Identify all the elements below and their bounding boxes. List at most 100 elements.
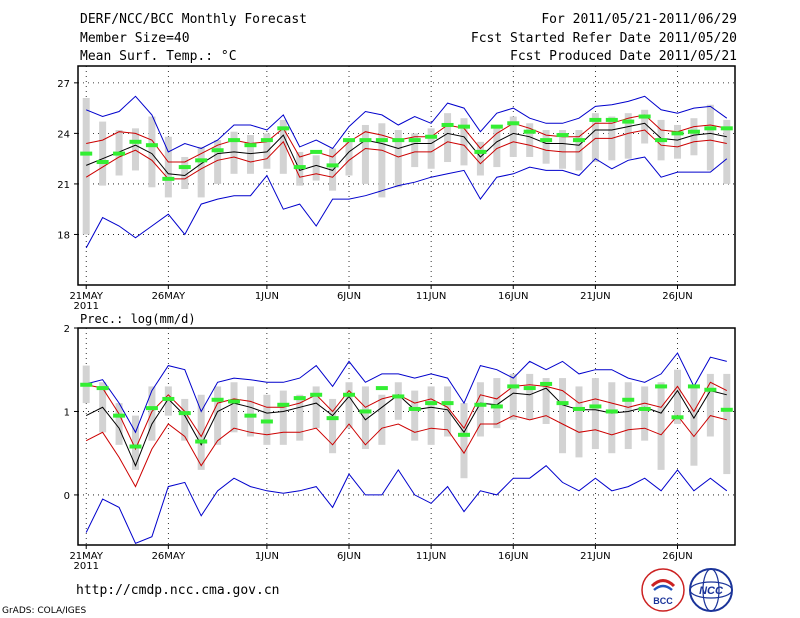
spread-box bbox=[263, 133, 271, 169]
median-marker bbox=[490, 404, 503, 409]
spread-box bbox=[394, 382, 402, 420]
precip-panel-title: Prec.: log(mm/d) bbox=[80, 312, 196, 326]
median-marker bbox=[507, 384, 520, 389]
spread-box bbox=[411, 133, 419, 168]
spread-box bbox=[624, 382, 632, 450]
spread-box bbox=[526, 123, 534, 157]
median-marker bbox=[490, 124, 503, 129]
median-marker bbox=[145, 143, 158, 148]
median-marker bbox=[244, 143, 257, 148]
spread-box bbox=[476, 382, 484, 437]
x-tick-label: 11JUN bbox=[416, 551, 446, 562]
spread-box bbox=[706, 373, 714, 437]
series-max-line bbox=[86, 352, 727, 434]
spread-box bbox=[312, 386, 320, 429]
spread-box bbox=[444, 386, 452, 437]
spread-box bbox=[164, 136, 172, 198]
median-marker bbox=[704, 126, 717, 131]
spread-box bbox=[427, 386, 435, 445]
series-mean-line bbox=[85, 387, 727, 468]
member-size-label: Member Size=40 bbox=[80, 31, 190, 46]
median-marker bbox=[425, 134, 438, 139]
spread-box bbox=[230, 131, 238, 174]
x-tick-label: 26MAY bbox=[152, 291, 186, 302]
median-marker bbox=[622, 397, 635, 402]
x-tick-label: 11JUN bbox=[416, 291, 446, 302]
median-marker bbox=[441, 122, 454, 127]
plot-frame bbox=[77, 65, 736, 286]
spread-box bbox=[493, 128, 501, 168]
median-marker bbox=[589, 117, 602, 122]
spread-box bbox=[378, 394, 386, 445]
series-min-line bbox=[85, 156, 728, 249]
spread-box bbox=[197, 146, 205, 198]
forecast-period: For 2011/05/21-2011/06/29 bbox=[541, 12, 737, 27]
median-marker bbox=[359, 138, 372, 143]
x-tick-label: 26JUN bbox=[662, 551, 692, 562]
median-marker bbox=[687, 384, 700, 389]
source-url[interactable]: http://cmdp.ncc.cma.gov.cn bbox=[76, 583, 280, 598]
spread-box bbox=[345, 140, 353, 176]
median-marker bbox=[457, 124, 470, 129]
grads-credit: GrADS: COLA/IGES bbox=[2, 606, 87, 616]
spread-box bbox=[411, 390, 419, 441]
median-marker bbox=[260, 419, 273, 424]
spread-box bbox=[657, 382, 665, 470]
spread-box bbox=[509, 116, 517, 157]
x-tick-label: 21MAY bbox=[69, 291, 103, 302]
x-tick-label: 16JUN bbox=[498, 551, 528, 562]
spread-box bbox=[723, 119, 731, 184]
median-marker bbox=[408, 138, 421, 143]
median-marker bbox=[392, 394, 405, 399]
median-marker bbox=[556, 133, 569, 138]
y-tick-label: 0 bbox=[64, 491, 70, 502]
spread-box bbox=[526, 373, 534, 420]
spread-box bbox=[378, 123, 386, 198]
spread-box bbox=[214, 386, 222, 445]
median-marker bbox=[260, 138, 273, 143]
median-marker bbox=[523, 386, 536, 391]
bcc-logo-text: BCC bbox=[653, 596, 673, 606]
median-marker bbox=[556, 401, 569, 406]
spread-box bbox=[460, 403, 468, 479]
spread-box bbox=[575, 386, 583, 458]
spread-box bbox=[329, 398, 337, 454]
spread-box bbox=[542, 130, 550, 164]
spread-box bbox=[509, 373, 517, 420]
spread-box bbox=[706, 104, 714, 171]
y-tick-label: 27 bbox=[57, 79, 70, 90]
median-marker bbox=[638, 406, 651, 411]
median-marker bbox=[540, 381, 553, 386]
median-marker bbox=[375, 138, 388, 143]
forecast-produced-date: Fcst Produced Date 2011/05/21 bbox=[510, 49, 737, 64]
median-marker bbox=[507, 121, 520, 126]
median-marker bbox=[129, 444, 142, 449]
plot-frame bbox=[77, 327, 736, 546]
spread-box bbox=[197, 394, 205, 470]
spread-box bbox=[296, 394, 304, 441]
median-marker bbox=[310, 149, 323, 154]
spread-box bbox=[444, 113, 452, 163]
median-marker bbox=[326, 163, 339, 168]
spread-box bbox=[361, 386, 369, 450]
median-marker bbox=[326, 416, 339, 421]
series-upper-line bbox=[86, 114, 727, 163]
y-tick-label: 18 bbox=[57, 230, 70, 241]
median-marker bbox=[375, 386, 388, 391]
median-marker bbox=[211, 148, 224, 153]
median-marker bbox=[343, 138, 356, 143]
spread-box bbox=[148, 386, 156, 441]
median-marker bbox=[655, 384, 668, 389]
y-tick-label: 21 bbox=[57, 180, 70, 191]
median-marker bbox=[228, 399, 241, 404]
x-tick-label: 16JUN bbox=[498, 291, 528, 302]
median-marker bbox=[293, 396, 306, 401]
spread-box bbox=[230, 382, 238, 433]
median-marker bbox=[474, 402, 487, 407]
median-marker bbox=[277, 126, 290, 131]
spread-box bbox=[608, 382, 616, 454]
spread-box bbox=[559, 378, 567, 454]
median-marker bbox=[113, 413, 126, 418]
x-tick-label: 6JUN bbox=[337, 551, 361, 562]
